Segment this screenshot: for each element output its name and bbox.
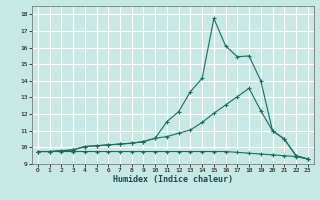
X-axis label: Humidex (Indice chaleur): Humidex (Indice chaleur) xyxy=(113,175,233,184)
